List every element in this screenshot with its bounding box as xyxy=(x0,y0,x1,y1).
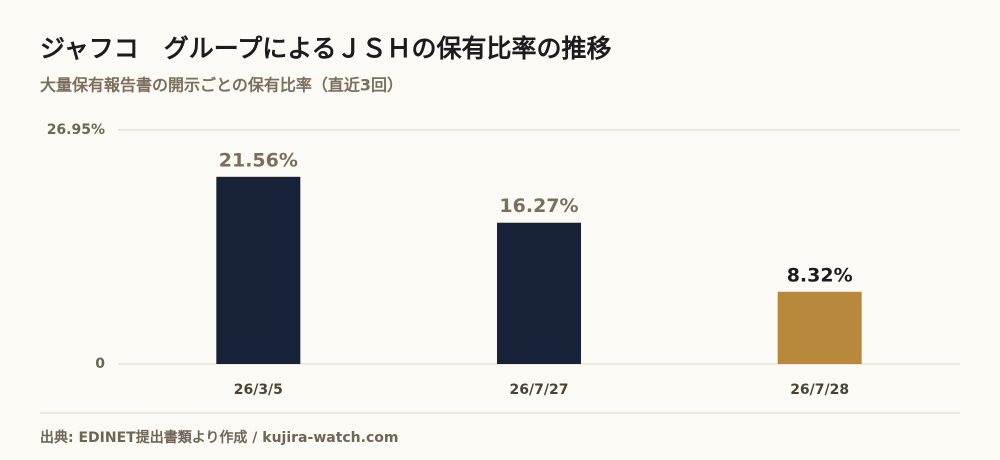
x-tick-label: 26/3/5 xyxy=(234,382,283,398)
bar xyxy=(777,291,862,364)
chart-title: ジャフコ グループによるＪＳＨの保有比率の推移 xyxy=(40,34,612,63)
value-label: 21.56% xyxy=(219,149,298,171)
y-tick-label: 0 xyxy=(95,356,105,372)
y-tick-label: 26.95% xyxy=(47,122,105,138)
x-tick-label: 26/7/27 xyxy=(510,382,569,398)
x-tick-label: 26/7/28 xyxy=(790,382,849,398)
bar xyxy=(216,176,301,364)
source: 出典: EDINET提出書類より作成 / kujira-watch.com xyxy=(40,429,398,446)
value-label: 8.32% xyxy=(787,264,853,286)
value-label: 16.27% xyxy=(499,195,578,217)
bar xyxy=(497,222,581,364)
chart-subtitle: 大量保有報告書の開示ごとの保有比率（直近3回） xyxy=(40,76,403,95)
